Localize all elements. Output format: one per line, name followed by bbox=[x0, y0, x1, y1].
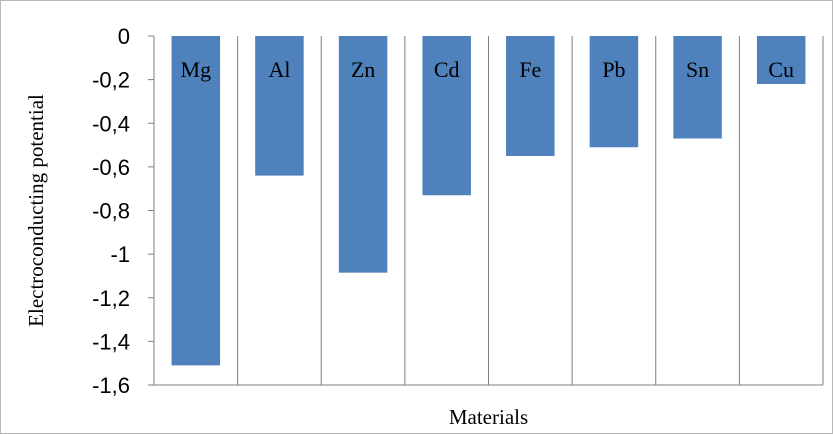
y-tick-label: 0 bbox=[118, 24, 130, 49]
plot-area bbox=[148, 35, 824, 386]
y-tick-label: -0,6 bbox=[92, 155, 130, 180]
y-tick-label: -0,8 bbox=[92, 199, 130, 224]
y-tick-label: -1,6 bbox=[92, 373, 130, 398]
bar-cu bbox=[756, 36, 806, 84]
bar-fe bbox=[506, 36, 555, 156]
y-tick-label: -0,2 bbox=[92, 68, 130, 93]
bar-cd bbox=[422, 36, 471, 196]
y-tick-label: -1,4 bbox=[92, 329, 130, 354]
category-label-zn: Zn bbox=[351, 57, 375, 82]
category-label-pb: Pb bbox=[602, 57, 625, 82]
bar-zn bbox=[338, 36, 388, 273]
bars-layer bbox=[171, 36, 806, 366]
category-label-cd: Cd bbox=[434, 57, 460, 82]
category-label-al: Al bbox=[268, 57, 290, 82]
y-axis-title: Electroconducting potential bbox=[24, 94, 48, 327]
category-label-cu: Cu bbox=[768, 57, 794, 82]
category-label-sn: Sn bbox=[686, 57, 709, 82]
category-label-fe: Fe bbox=[519, 57, 541, 82]
x-axis-title: Materials bbox=[449, 405, 528, 429]
y-tick-label: -0,4 bbox=[92, 111, 130, 136]
labels-layer: 0 -0,2 -0,4 -0,6 -0,8 -1 -1,2 -1,4 -1,6 Mg Al Zn Cd F… bbox=[92, 24, 794, 398]
bar-al bbox=[255, 36, 304, 176]
y-tick-label: -1,2 bbox=[92, 286, 130, 311]
bar-pb bbox=[589, 36, 639, 148]
category-label-mg: Mg bbox=[181, 57, 212, 82]
bar-sn bbox=[673, 36, 722, 139]
bar-mg bbox=[171, 36, 221, 366]
y-tick-label: -1 bbox=[110, 242, 130, 267]
